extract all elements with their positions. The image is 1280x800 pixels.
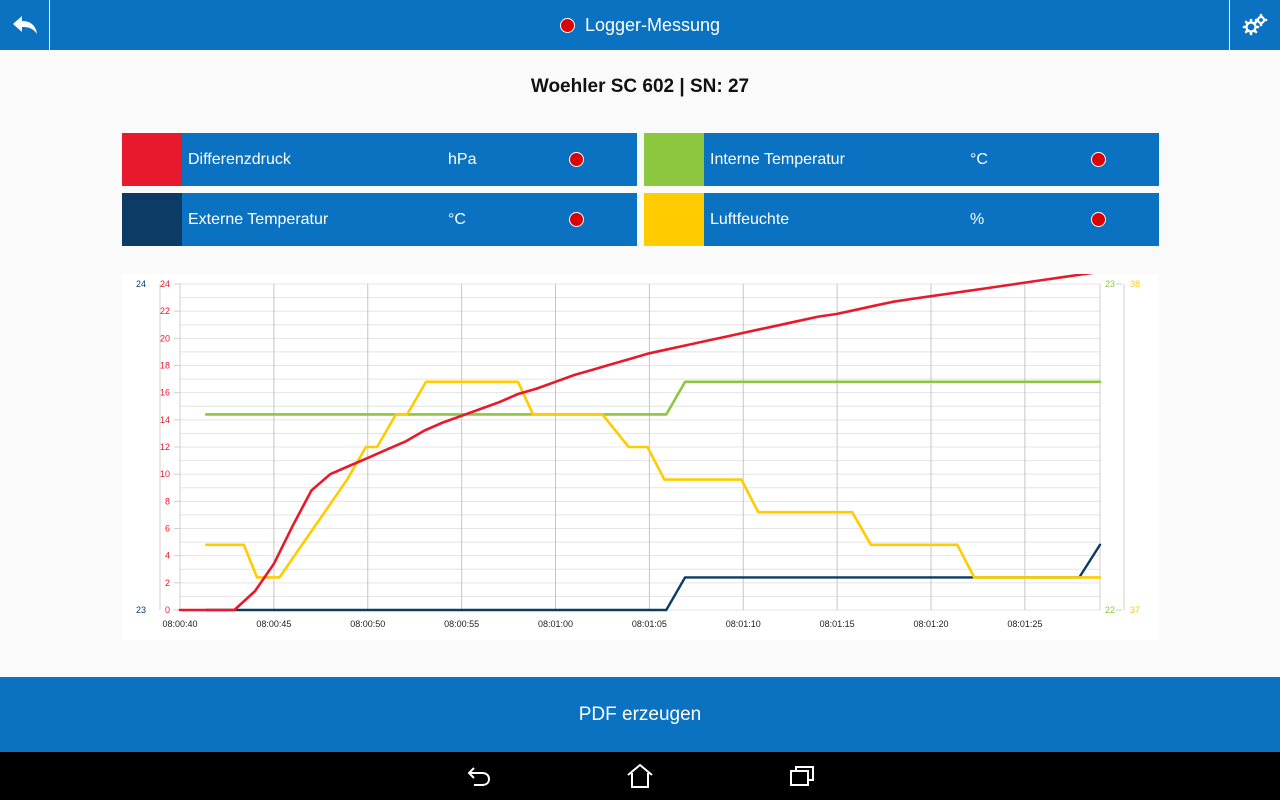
series-line-luftfeuchte xyxy=(205,380,1102,579)
legend-swatch xyxy=(122,133,182,186)
internal-tick-label: 22 xyxy=(1105,605,1115,615)
system-nav-bar xyxy=(0,752,1280,800)
pressure-tick-label: 24 xyxy=(160,279,170,289)
legend-unit: % xyxy=(970,211,985,228)
nav-home-button[interactable] xyxy=(620,760,660,792)
pressure-tick-label: 0 xyxy=(165,605,170,615)
pressure-tick-label: 10 xyxy=(160,469,170,479)
legend-swatch xyxy=(644,193,704,246)
pressure-tick-label: 14 xyxy=(160,415,170,425)
gears-icon xyxy=(1242,13,1268,36)
pressure-tick-label: 8 xyxy=(165,496,170,506)
legend-swatch xyxy=(644,133,704,186)
status-dot xyxy=(1091,152,1106,167)
x-tick-label: 08:01:10 xyxy=(726,619,761,629)
x-tick-label: 08:01:20 xyxy=(913,619,948,629)
chart-panel[interactable]: 08:00:40 08:00:45 08:00:50 08:00:55 08:01:00… xyxy=(122,270,1159,640)
recording-indicator xyxy=(559,17,575,33)
x-tick-label: 08:00:55 xyxy=(444,619,479,629)
series-line-interne-temperatur xyxy=(205,380,1102,416)
external-tick-label: 24 xyxy=(136,279,146,289)
series-line-differenzdruck xyxy=(178,270,1102,612)
nav-recents-icon xyxy=(790,766,814,786)
legend-name: Interne Temperatur xyxy=(710,151,845,168)
legend-tile-differenzdruck[interactable]: Differenzdruck hPa xyxy=(122,133,637,186)
status-dot xyxy=(1091,212,1106,227)
legend-unit: hPa xyxy=(448,151,477,168)
humidity-tick-label: 38 xyxy=(1130,279,1140,289)
humidity-tick-label: 37 xyxy=(1130,605,1140,615)
internal-tick-label: 23 xyxy=(1105,279,1115,289)
device-title: Woehler SC 602 | SN: 27 xyxy=(530,76,750,97)
pressure-tick-label: 12 xyxy=(160,442,170,452)
settings-button[interactable] xyxy=(1229,0,1280,50)
nav-home-icon xyxy=(627,763,653,788)
logger-chart[interactable]: 08:00:40 08:00:45 08:00:50 08:00:55 08:01:00… xyxy=(122,270,1159,640)
external-tick-label: 23 xyxy=(136,605,146,615)
pressure-tick-label: 6 xyxy=(165,524,170,534)
pressure-tick-label: 22 xyxy=(160,306,170,316)
x-tick-label: 08:01:15 xyxy=(820,619,855,629)
nav-recents-button[interactable] xyxy=(782,760,822,792)
x-tick-label: 08:00:40 xyxy=(162,619,197,629)
legend-unit: °C xyxy=(970,151,988,168)
legend-name: Luftfeuchte xyxy=(710,211,790,228)
pressure-tick-label: 16 xyxy=(160,388,170,398)
back-arrow-icon xyxy=(12,16,37,34)
legend-tile-interne-temperatur[interactable]: Interne Temperatur °C xyxy=(644,133,1159,186)
series-line-externe-temperatur xyxy=(205,543,1102,612)
legend-tile-externe-temperatur[interactable]: Externe Temperatur °C xyxy=(122,193,637,246)
pressure-tick-label: 20 xyxy=(160,333,170,343)
pdf-button-label: PDF erzeugen xyxy=(578,703,702,725)
legend-swatch xyxy=(122,193,182,246)
nav-back-icon xyxy=(467,767,491,786)
pressure-tick-label: 2 xyxy=(165,578,170,588)
pressure-tick-label: 4 xyxy=(165,551,170,561)
x-tick-label: 08:00:45 xyxy=(256,619,291,629)
x-tick-label: 08:01:00 xyxy=(538,619,573,629)
legend-name: Differenzdruck xyxy=(188,151,291,168)
status-dot xyxy=(569,152,584,167)
top-app-bar: Logger-Messung xyxy=(0,0,1280,50)
legend-tile-luftfeuchte[interactable]: Luftfeuchte % xyxy=(644,193,1159,246)
pressure-tick-label: 18 xyxy=(160,361,170,371)
title-group: Logger-Messung xyxy=(0,0,1280,50)
pdf-button[interactable]: PDF erzeugen xyxy=(0,677,1280,752)
x-tick-label: 08:01:05 xyxy=(632,619,667,629)
x-tick-label: 08:00:50 xyxy=(350,619,385,629)
status-dot xyxy=(569,212,584,227)
legend-unit: °C xyxy=(448,211,466,228)
x-tick-label: 08:01:25 xyxy=(1007,619,1042,629)
nav-back-button[interactable] xyxy=(459,760,499,792)
legend-name: Externe Temperatur xyxy=(188,211,329,228)
page-title: Logger-Messung xyxy=(584,14,721,35)
back-button[interactable] xyxy=(0,0,50,50)
